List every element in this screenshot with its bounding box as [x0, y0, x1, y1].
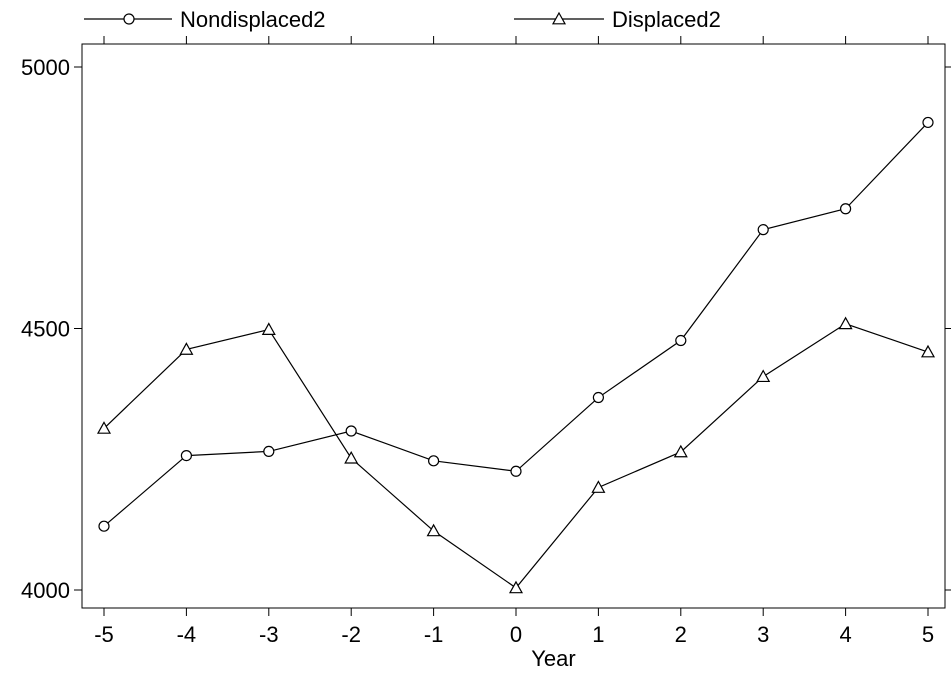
- y-tick-label: 5000: [21, 55, 70, 80]
- x-tick-label: 4: [839, 622, 851, 647]
- point-nondisplaced2-circle-icon: [510, 465, 522, 477]
- legend-marker-circle-icon: [123, 13, 135, 25]
- point-displaced2-triangle-icon: [344, 450, 359, 464]
- point-nondisplaced2-circle-icon: [757, 224, 769, 236]
- x-axis-title: Year: [531, 646, 575, 671]
- series-line-displaced2: [103, 323, 929, 589]
- point-displaced2-triangle-icon: [756, 369, 771, 383]
- x-tick-label: -3: [259, 622, 279, 647]
- x-tick-label: 0: [510, 622, 522, 647]
- point-nondisplaced2-circle-icon: [98, 520, 110, 532]
- point-displaced2-triangle-icon: [261, 322, 276, 335]
- x-tick-label: 1: [592, 622, 604, 647]
- point-nondisplaced2-circle-icon: [428, 455, 440, 467]
- point-nondisplaced2-circle-icon: [180, 449, 192, 462]
- legend-label-nondisplaced2: Nondisplaced2: [180, 7, 326, 32]
- legend-item-nondisplaced2: Nondisplaced2: [84, 7, 326, 32]
- point-displaced2-triangle-icon: [426, 523, 441, 537]
- point-displaced2-triangle-icon: [508, 580, 524, 594]
- point-displaced2-triangle-icon: [591, 480, 606, 493]
- point-displaced2-triangle-icon: [920, 344, 936, 358]
- plot-frame: [81, 43, 946, 609]
- legend-marker-triangle-icon: [551, 11, 567, 25]
- point-displaced2-triangle-icon: [179, 342, 194, 355]
- point-nondisplaced2-circle-icon: [922, 116, 934, 129]
- point-nondisplaced2-circle-icon: [263, 445, 275, 458]
- point-nondisplaced2-circle-icon: [839, 203, 852, 215]
- point-nondisplaced2-circle-icon: [345, 425, 357, 437]
- series-line-nondisplaced2: [103, 122, 929, 527]
- x-tick-label: -4: [177, 622, 197, 647]
- y-tick-label: 4000: [21, 578, 70, 603]
- legend-label-displaced2: Displaced2: [612, 7, 721, 32]
- x-tick-label: 5: [922, 622, 934, 647]
- point-displaced2-triangle-icon: [96, 421, 112, 434]
- point-nondisplaced2-circle-icon: [675, 334, 687, 347]
- x-tick-label: -2: [341, 622, 361, 647]
- point-nondisplaced2-circle-icon: [592, 391, 605, 404]
- legend-item-displaced2: Displaced2: [514, 7, 721, 32]
- x-tick-label: -1: [424, 622, 444, 647]
- x-tick-label: 3: [757, 622, 769, 647]
- plot-area: -5 -4 -3 -2 -1 0 1 2 3 4 5 4000 4500 5000: [21, 36, 951, 647]
- legend: Nondisplaced2 Displaced2: [84, 7, 721, 32]
- y-tick-label: 4500: [21, 317, 70, 342]
- x-tick-label: 2: [675, 622, 687, 647]
- point-displaced2-triangle-icon: [838, 316, 853, 330]
- point-displaced2-triangle-icon: [673, 444, 688, 458]
- x-tick-label: -5: [94, 622, 114, 647]
